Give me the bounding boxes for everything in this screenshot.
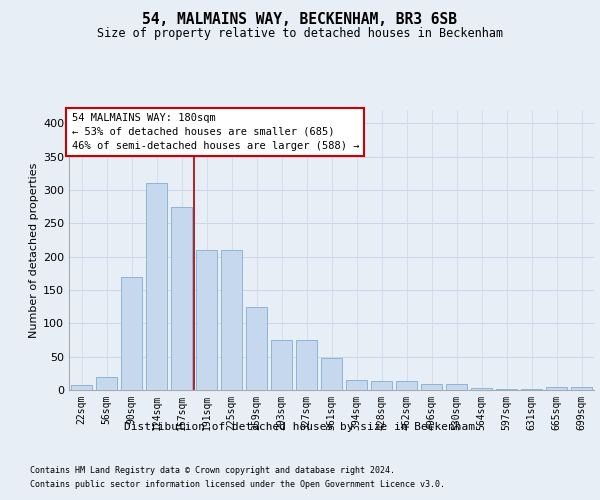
Bar [321, 358, 342, 390]
Text: Distribution of detached houses by size in Beckenham: Distribution of detached houses by size … [125, 422, 476, 432]
Bar [121, 276, 142, 390]
Bar [371, 382, 392, 390]
Text: Contains public sector information licensed under the Open Government Licence v3: Contains public sector information licen… [30, 480, 445, 489]
Bar [446, 384, 467, 390]
Text: Contains HM Land Registry data © Crown copyright and database right 2024.: Contains HM Land Registry data © Crown c… [30, 466, 395, 475]
Bar [171, 206, 192, 390]
Y-axis label: Number of detached properties: Number of detached properties [29, 162, 39, 338]
Bar [421, 384, 442, 390]
Bar [571, 388, 592, 390]
Bar [196, 250, 217, 390]
Bar [296, 340, 317, 390]
Text: 54 MALMAINS WAY: 180sqm
← 53% of detached houses are smaller (685)
46% of semi-d: 54 MALMAINS WAY: 180sqm ← 53% of detache… [71, 113, 359, 151]
Text: 54, MALMAINS WAY, BECKENHAM, BR3 6SB: 54, MALMAINS WAY, BECKENHAM, BR3 6SB [143, 12, 458, 28]
Bar [221, 250, 242, 390]
Bar [71, 386, 92, 390]
Bar [346, 380, 367, 390]
Bar [146, 184, 167, 390]
Bar [396, 382, 417, 390]
Bar [96, 376, 117, 390]
Bar [246, 306, 267, 390]
Text: Size of property relative to detached houses in Beckenham: Size of property relative to detached ho… [97, 28, 503, 40]
Bar [546, 388, 567, 390]
Bar [471, 388, 492, 390]
Bar [271, 340, 292, 390]
